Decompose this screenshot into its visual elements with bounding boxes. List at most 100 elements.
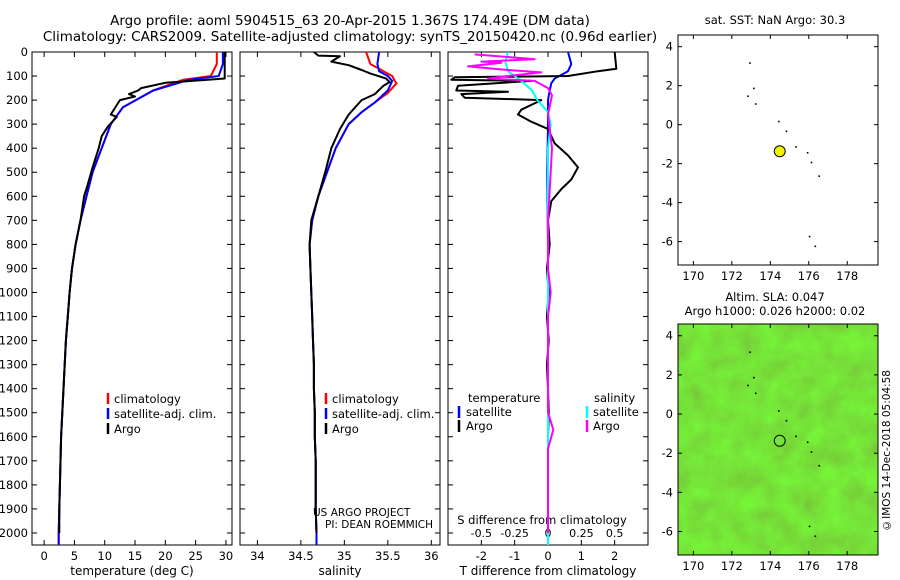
map-y-tick-label: -6	[662, 525, 673, 539]
y-tick-label: 2000	[0, 526, 28, 540]
island-mark	[753, 87, 755, 90]
island-mark	[749, 351, 751, 354]
salinity-climatology-line	[308, 52, 398, 545]
x-tick-label: 5	[71, 549, 78, 563]
island-mark	[785, 130, 788, 133]
salinity-satellite-adj-clim--line	[308, 52, 394, 545]
y-tick-label: 500	[6, 165, 28, 179]
difference-s-satellite-line	[504, 52, 552, 545]
project-credit-line1: US ARGO PROJECT	[313, 507, 411, 519]
map-x-tick-label: 176	[798, 269, 820, 283]
island-mark	[795, 435, 797, 438]
sla-sla-field	[678, 324, 878, 555]
x-tick-label: 15	[128, 549, 143, 563]
legend-label: Argo	[332, 422, 359, 436]
salinity-frame	[239, 51, 441, 546]
map-x-tick-label: 174	[759, 559, 781, 573]
figure-title-line2: Climatology: CARS2009. Satellite-adjuste…	[42, 29, 658, 45]
sst-map-frame	[677, 34, 879, 266]
temperature-panel: 0100200300400500600700800900100011001200…	[0, 45, 233, 578]
y-tick-label: 1100	[0, 310, 28, 324]
figure-title-line1: Argo profile: aoml 5904515_63 20-Apr-201…	[110, 13, 590, 29]
island-mark	[747, 95, 749, 98]
map-y-tick-label: -4	[662, 196, 673, 210]
s-tick-label: -0.5	[471, 527, 492, 540]
island-mark	[808, 235, 811, 238]
sla-map-title-line1: Altim. SLA: 0.047	[725, 290, 825, 304]
x-tick-label: 2	[611, 549, 618, 563]
map-y-tick-label: 2	[666, 368, 673, 382]
difference-s-argo-line	[467, 53, 555, 533]
y-tick-label: 300	[6, 117, 28, 131]
y-tick-label: 0	[21, 45, 28, 59]
y-tick-label: 1400	[0, 382, 28, 396]
island-mark	[806, 151, 809, 154]
x-tick-label: 20	[158, 549, 173, 563]
x-tick-label: 34.5	[288, 549, 314, 563]
map-x-tick-label: 170	[682, 559, 704, 573]
s-tick-label: -0.25	[500, 527, 528, 540]
difference-panel: -2 -1 0 1 2T difference from climatology -0.5…	[447, 51, 649, 578]
map-y-tick-label: 4	[666, 40, 673, 54]
map-x-tick-label: 176	[798, 559, 820, 573]
island-mark	[814, 245, 817, 248]
map-y-tick-label: 2	[666, 79, 673, 93]
legend-label: Argo	[593, 419, 620, 433]
legend-label: Argo	[466, 419, 493, 433]
x-tick-label: 36	[424, 549, 439, 563]
island-mark	[810, 451, 813, 453]
s-difference-label: S difference from climatology	[457, 513, 627, 527]
x-tick-label: 25	[188, 549, 203, 563]
map-x-tick-label: 174	[759, 269, 781, 283]
island-mark	[806, 441, 809, 444]
difference-xlabel: T difference from climatology	[459, 564, 637, 578]
island-mark	[785, 419, 788, 422]
sla-map-frame	[677, 323, 879, 556]
map-y-tick-label: 0	[666, 118, 673, 132]
island-mark	[749, 62, 751, 64]
y-tick-label: 600	[6, 189, 28, 203]
sst-float-marker	[773, 145, 786, 158]
y-tick-label: 800	[6, 237, 28, 251]
x-tick-label: 35.5	[375, 549, 401, 563]
y-tick-label: 1900	[0, 502, 28, 516]
legend-label: climatology	[332, 392, 399, 406]
x-tick-label: -2	[476, 549, 487, 563]
y-tick-label: 1700	[0, 454, 28, 468]
map-y-tick-label: 0	[666, 407, 673, 421]
legend-label: climatology	[114, 392, 181, 406]
legend-label: satellite	[466, 405, 512, 419]
map-y-tick-label: -4	[662, 485, 673, 499]
salinity-xlabel: salinity	[318, 564, 361, 578]
temperature-argo-line	[58, 52, 226, 533]
x-tick-label: 30	[219, 549, 234, 563]
s-tick-label: 0.25	[569, 527, 594, 540]
temperature-satellite-adj-clim--line	[57, 52, 224, 545]
y-tick-label: 1600	[0, 430, 28, 444]
legend-title-salinity: salinity	[594, 391, 635, 405]
map-x-tick-label: 178	[836, 269, 858, 283]
sst-map-title: sat. SST: NaN Argo: 30.3	[704, 13, 846, 27]
temperature-frame	[31, 51, 233, 546]
map-y-tick-label: -2	[662, 446, 673, 460]
island-mark	[754, 103, 757, 105]
island-mark	[818, 464, 820, 467]
island-mark	[778, 120, 780, 123]
map-x-tick-label: 172	[721, 269, 743, 283]
y-tick-label: 1500	[0, 406, 28, 420]
y-tick-label: 1000	[0, 285, 28, 299]
y-tick-label: 1800	[0, 478, 28, 492]
sla-float-marker	[773, 434, 786, 447]
sla-map: 170 172 174 176 178 4 2 0 -2 -4 -6	[662, 323, 879, 573]
island-mark	[754, 392, 757, 395]
y-tick-label: 200	[6, 93, 28, 107]
sst-map: 170 172 174 176 178 4 2 0 -2 -4 -6	[662, 34, 879, 283]
legend-label: satellite-adj. clim.	[332, 407, 434, 421]
y-tick-label: 700	[6, 213, 28, 227]
y-tick-label: 100	[6, 69, 28, 83]
x-tick-label: 10	[97, 549, 112, 563]
x-tick-label: 0	[40, 549, 47, 563]
x-tick-label: -1	[509, 549, 520, 563]
map-x-tick-label: 172	[721, 559, 743, 573]
